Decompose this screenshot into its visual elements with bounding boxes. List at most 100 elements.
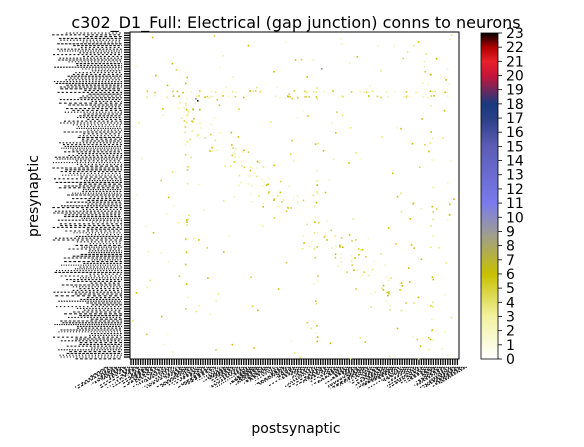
heatmap-cell [184, 144, 187, 146]
heatmap-cell [408, 281, 411, 283]
heatmap-cell [250, 184, 253, 187]
heatmap-cell [316, 169, 318, 172]
heatmap-cell [389, 309, 391, 311]
heatmap-cell [176, 96, 179, 99]
heatmap-cell [430, 131, 432, 133]
heatmap-cell [222, 251, 225, 253]
heatmap-cell [247, 44, 250, 47]
heatmap-cell [413, 302, 415, 304]
heatmap-cell [389, 355, 391, 358]
heatmap-cell [338, 96, 340, 99]
heatmap-cell [229, 165, 232, 168]
heatmap-cell [315, 201, 318, 204]
heatmap-cell [314, 143, 317, 145]
heatmap-cell [368, 274, 370, 277]
heatmap-cell [346, 271, 348, 273]
heatmap-cell [162, 343, 165, 346]
heatmap-cell [339, 257, 342, 260]
heatmap-cell [204, 96, 206, 98]
heatmap-cell [355, 239, 357, 241]
heatmap-cell [302, 199, 305, 202]
heatmap-cell [233, 152, 235, 154]
heatmap-cell [211, 150, 214, 152]
heatmap-cell [357, 247, 360, 250]
heatmap-cell [198, 90, 201, 92]
heatmap-cell [197, 100, 199, 102]
heatmap-cell [262, 206, 265, 208]
heatmap-cell [412, 202, 415, 204]
heatmap-cell [221, 91, 224, 94]
heatmap-cell [256, 309, 259, 312]
heatmap-cell [330, 122, 333, 124]
heatmap-cell [238, 174, 241, 177]
heatmap-cell [204, 137, 206, 139]
heatmap-cell [302, 109, 305, 112]
heatmap-cell [140, 157, 143, 160]
heatmap-cell [321, 68, 323, 70]
heatmap-cell [187, 238, 189, 241]
heatmap-cell [313, 231, 316, 234]
heatmap-cell [310, 327, 312, 330]
heatmap-cell [257, 195, 260, 197]
colorbar-tick-label: 21 [506, 54, 524, 70]
heatmap-cell [316, 184, 319, 186]
heatmap-cell [349, 357, 352, 360]
heatmap-cell [216, 149, 219, 152]
heatmap-cell [411, 143, 414, 145]
heatmap-cell [429, 73, 432, 76]
heatmap-cell [209, 133, 212, 136]
colorbar-tick-label: 20 [506, 69, 524, 85]
heatmap-cell [364, 341, 367, 343]
heatmap-cell [425, 53, 427, 55]
heatmap-cell [376, 95, 379, 98]
heatmap-cell [370, 292, 372, 295]
heatmap-cell [182, 106, 185, 109]
heatmap-cell [135, 65, 138, 67]
heatmap-cell [277, 205, 279, 208]
heatmap-cell [367, 237, 370, 240]
heatmap-cell [341, 246, 344, 249]
heatmap-cell [296, 116, 299, 119]
heatmap-cell [341, 43, 344, 45]
heatmap-cell [225, 86, 227, 89]
heatmap-cell [417, 357, 420, 360]
heatmap-cell [190, 130, 193, 133]
heatmap-cell [348, 234, 351, 236]
heatmap-cell [358, 253, 360, 256]
heatmap-cell [446, 219, 449, 222]
heatmap-cell [179, 101, 181, 104]
heatmap-cell [417, 296, 420, 299]
heatmap-cell [273, 70, 275, 73]
heatmap-cell [218, 104, 221, 107]
heatmap-cell [155, 74, 157, 77]
heatmap-cell [184, 263, 187, 266]
heatmap-cell [380, 96, 382, 99]
heatmap-cell [165, 213, 168, 215]
heatmap-cell [431, 318, 433, 321]
heatmap-cell [446, 68, 449, 70]
heatmap-cell [146, 286, 148, 289]
heatmap-cell [412, 335, 414, 338]
heatmap-cell [307, 115, 309, 117]
heatmap-cell [287, 207, 290, 209]
heatmap-cell [380, 253, 382, 255]
heatmap-cell [356, 55, 359, 58]
heatmap-cell [401, 285, 404, 287]
heatmap-cell [361, 248, 364, 251]
heatmap-cell [407, 95, 409, 98]
colorbar-tick-label: 12 [506, 182, 524, 198]
heatmap-cell [370, 306, 372, 309]
heatmap-cell [251, 305, 254, 308]
heatmap-cell [328, 179, 331, 181]
heatmap-cell [339, 38, 342, 40]
heatmap-cell [177, 107, 180, 110]
heatmap-cell [405, 95, 408, 98]
heatmap-cell [147, 250, 150, 253]
heatmap-cell [222, 55, 225, 57]
heatmap-cell [387, 279, 390, 282]
heatmap-cell [387, 95, 389, 98]
heatmap-cell [400, 127, 402, 130]
heatmap-cell [428, 336, 430, 339]
heatmap-cell [317, 142, 319, 145]
